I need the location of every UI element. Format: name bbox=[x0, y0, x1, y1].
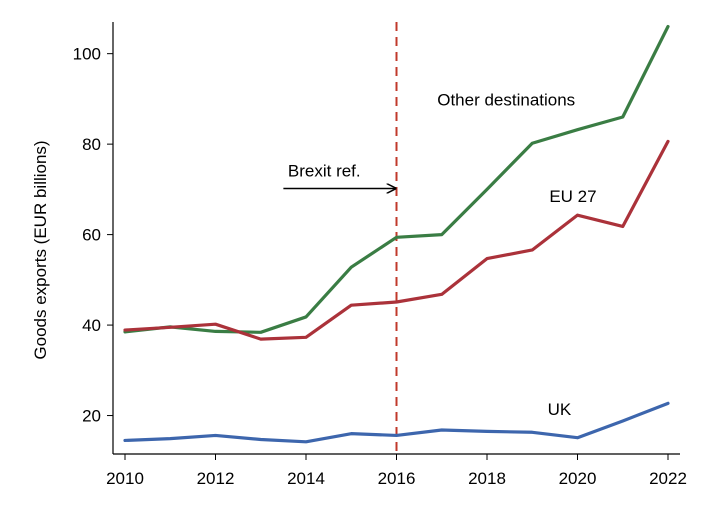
series-label-other-destinations: Other destinations bbox=[437, 91, 575, 110]
y-axis-title: Goods exports (EUR billions) bbox=[31, 140, 50, 359]
brexit-ref-label: Brexit ref. bbox=[288, 162, 361, 181]
series-lines bbox=[123, 24, 670, 444]
series-label-eu-27: EU 27 bbox=[549, 187, 596, 206]
x-tick-label: 2010 bbox=[106, 469, 144, 488]
series-line-eu-27 bbox=[123, 139, 670, 341]
y-tick-label: 60 bbox=[82, 226, 101, 245]
series-line-uk bbox=[123, 401, 670, 444]
y-tick-label: 40 bbox=[82, 316, 101, 335]
x-tick-label: 2022 bbox=[649, 469, 687, 488]
x-tick-label: 2020 bbox=[559, 469, 597, 488]
series-line-other-destinations bbox=[123, 24, 670, 334]
annotations: Brexit ref. bbox=[283, 22, 398, 454]
x-tick-label: 2016 bbox=[378, 469, 416, 488]
x-tick-label: 2018 bbox=[468, 469, 506, 488]
x-tick-label: 2012 bbox=[197, 469, 235, 488]
x-tick-label: 2014 bbox=[287, 469, 325, 488]
axes: 20 40 60 80 100 2010 2012 2014 2016 2018 2020 2022 G… bbox=[31, 22, 687, 488]
y-tick-label: 100 bbox=[73, 45, 101, 64]
labels: Other destinations EU 27 UK bbox=[437, 91, 596, 419]
y-tick-label: 80 bbox=[82, 135, 101, 154]
y-tick-label: 20 bbox=[82, 407, 101, 426]
series-label-uk: UK bbox=[548, 400, 572, 419]
